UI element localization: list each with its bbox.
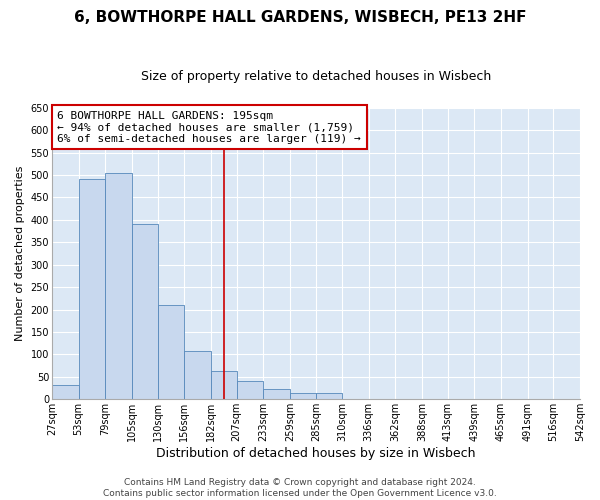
Y-axis label: Number of detached properties: Number of detached properties — [15, 166, 25, 341]
Text: Contains HM Land Registry data © Crown copyright and database right 2024.
Contai: Contains HM Land Registry data © Crown c… — [103, 478, 497, 498]
Bar — [263, 390, 290, 400]
Bar — [290, 394, 316, 400]
Bar — [184, 352, 211, 400]
Title: Size of property relative to detached houses in Wisbech: Size of property relative to detached ho… — [141, 70, 491, 83]
Text: 6 BOWTHORPE HALL GARDENS: 195sqm
← 94% of detached houses are smaller (1,759)
6%: 6 BOWTHORPE HALL GARDENS: 195sqm ← 94% o… — [57, 110, 361, 144]
Bar — [236, 381, 263, 400]
Bar — [211, 372, 236, 400]
Bar — [132, 224, 158, 400]
X-axis label: Distribution of detached houses by size in Wisbech: Distribution of detached houses by size … — [156, 447, 476, 460]
Bar — [79, 178, 105, 400]
Bar — [316, 394, 342, 400]
Text: 6, BOWTHORPE HALL GARDENS, WISBECH, PE13 2HF: 6, BOWTHORPE HALL GARDENS, WISBECH, PE13… — [74, 10, 526, 25]
Bar — [105, 174, 132, 400]
Bar — [158, 305, 184, 400]
Bar — [52, 385, 79, 400]
